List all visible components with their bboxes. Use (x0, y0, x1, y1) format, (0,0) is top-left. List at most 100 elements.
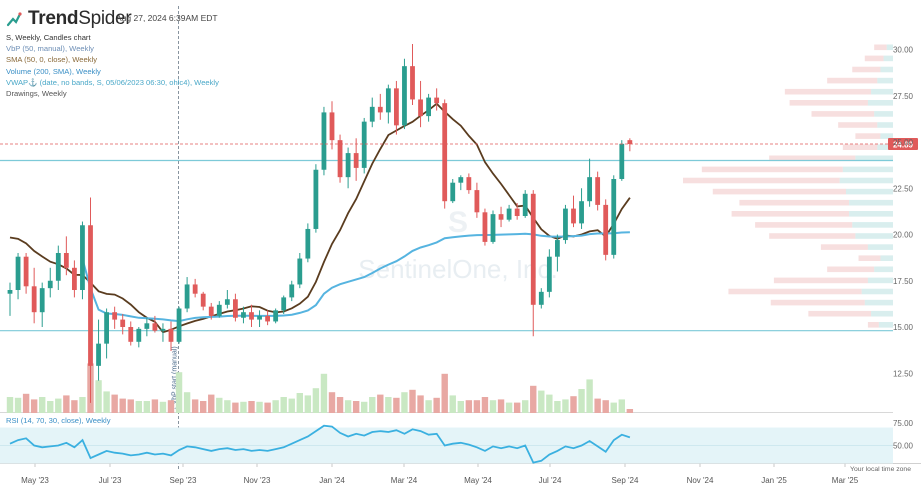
candle (394, 80, 399, 135)
legend-vbp[interactable]: VbP (50, manual), Weekly (6, 44, 94, 54)
vbp-bar-up (852, 222, 893, 228)
volume-bar (425, 400, 432, 413)
candle-body (337, 140, 343, 178)
candle-body (265, 315, 270, 322)
legend-drawings[interactable]: Drawings, Weekly (6, 89, 67, 99)
candle (603, 199, 609, 261)
legend-symbol-title[interactable]: S, Weekly, Candles chart (6, 33, 91, 42)
candle-body (506, 208, 512, 220)
candle-body (192, 284, 198, 294)
volume-bar (95, 380, 102, 413)
candle-body (394, 88, 399, 126)
volume-bar (208, 394, 215, 413)
volume-bars (6, 363, 634, 413)
vbp-bar-down (855, 133, 881, 139)
candle (377, 93, 383, 120)
candle-body (498, 214, 504, 220)
candle-body (587, 177, 592, 202)
price-axis-tick: 17.50 (893, 277, 914, 286)
candle-body (241, 312, 246, 318)
candle-body (128, 327, 134, 342)
volume-bar (216, 397, 223, 413)
candle (482, 208, 488, 246)
candle (257, 310, 262, 327)
volume-bar (409, 389, 416, 413)
volume-bar (312, 388, 320, 413)
candle-body (627, 140, 633, 145)
candle-body (369, 106, 375, 122)
candle-body (80, 225, 85, 290)
time-axis-tick: Mar '24 (391, 476, 418, 485)
vbp-bar-down (874, 44, 887, 51)
candle (579, 188, 584, 229)
candle-body (7, 290, 13, 294)
volume-bar (151, 399, 159, 413)
candle (458, 175, 464, 191)
watermark-ticker: S (448, 206, 468, 239)
vbp-bar-down (755, 222, 853, 228)
candle (289, 280, 295, 302)
candle-body (200, 293, 206, 307)
candle-body (466, 177, 472, 191)
volume-bar (79, 397, 86, 413)
volume-bar (457, 401, 464, 413)
candle-body (55, 253, 61, 281)
candle (385, 84, 391, 124)
candle (297, 253, 303, 289)
candle-body (176, 308, 182, 342)
candle (72, 260, 77, 298)
candle (571, 195, 576, 228)
vbp-bar-up (874, 266, 893, 273)
volume-bar (71, 400, 78, 413)
candle (55, 245, 61, 290)
vbp-bar-up (867, 244, 893, 250)
candle-body (442, 103, 448, 202)
vbp-bar-down (683, 177, 840, 184)
legend-sma[interactable]: SMA (50, 0, close), Weekly (6, 55, 98, 65)
volume-bar (135, 401, 142, 413)
price-axis-tick: 25.00 (893, 138, 914, 147)
price-axis-tick: 22.50 (893, 184, 914, 193)
price-axis-tick: 12.50 (893, 369, 914, 378)
candle (176, 306, 182, 344)
candle (329, 101, 335, 150)
vbp-bar-up (867, 277, 893, 284)
candle-body (257, 315, 262, 320)
candle-body (305, 228, 311, 259)
vbp-bar-down (769, 233, 856, 239)
candle-body (39, 288, 45, 313)
volume-bar (602, 400, 609, 413)
legend-vwap[interactable]: VWAP⚓ (date, no bands, S, 05/06/2023 06:… (6, 77, 219, 87)
volume-bar (280, 397, 287, 413)
volume-bar (183, 392, 191, 413)
candle-body (96, 343, 101, 366)
volume-bar (562, 399, 569, 413)
candle-body (136, 328, 142, 342)
volume-bar (6, 397, 14, 413)
candle-body (555, 240, 560, 257)
candle-body (224, 299, 230, 305)
candle (321, 106, 327, 176)
candle (47, 267, 53, 298)
volume-bar (336, 397, 344, 413)
candle-body (595, 177, 601, 205)
volume-bar (328, 392, 336, 413)
vbp-bar-up (864, 299, 893, 306)
legend-volume[interactable]: Volume (200, SMA), Weekly (6, 66, 101, 76)
candle (96, 319, 101, 381)
time-axis-tick: Sep '23 (170, 476, 197, 485)
vbp-bar-up (867, 100, 893, 106)
timestamp: Aug 27, 2024 6:39AM EDT (116, 13, 218, 23)
volume-bar (481, 397, 489, 413)
vbp-bar-up (849, 211, 893, 217)
volume-bar (538, 390, 545, 413)
volume-bar (256, 401, 263, 413)
time-axis-tick: May '23 (21, 476, 49, 485)
rsi-legend[interactable]: RSI (14, 70, 30, close), Weekly (6, 416, 111, 425)
vbp-bar-down (773, 277, 868, 284)
vbp-bar-up (855, 155, 893, 162)
volume-bar (304, 395, 312, 413)
candle-body (385, 88, 391, 113)
candle-body (619, 143, 625, 179)
